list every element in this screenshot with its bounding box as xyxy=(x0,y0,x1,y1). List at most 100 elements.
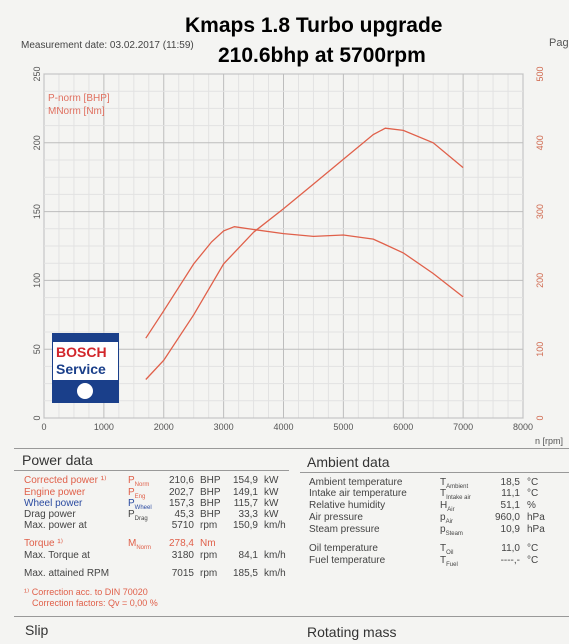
power-row-label: Corrected power ¹⁾ xyxy=(24,475,107,486)
ambient-row-value: 18,5 xyxy=(500,477,520,488)
max-rpm-speed-unit: km/h xyxy=(264,568,286,579)
torque-label: Torque ¹⁾ xyxy=(24,538,64,549)
power-row-value-2: 115,7 xyxy=(233,498,258,509)
ambient-data-heading: Ambient data xyxy=(307,454,390,470)
x-tick-label: 0 xyxy=(41,422,46,432)
y-left-tick-label: 50 xyxy=(32,344,42,354)
ambient-row-label: Oil temperature xyxy=(309,543,378,554)
footnote-factors: Correction factors: Qv = 0,00 % xyxy=(32,598,158,608)
max-torque-rpm: 3180 xyxy=(171,550,194,561)
power-row-label: Engine power xyxy=(24,487,86,498)
ambient-row-value: 10,9 xyxy=(500,524,520,535)
rotating-mass-heading: Rotating mass xyxy=(307,624,397,640)
page-label: Pag xyxy=(549,37,569,49)
ambient-row-value: 11,0 xyxy=(501,543,520,554)
logo-name: BOSCH xyxy=(56,344,107,360)
logo-sub: Service xyxy=(56,361,106,377)
y-left-tick-label: 250 xyxy=(32,66,42,81)
power-curve xyxy=(145,127,464,380)
power-row-unit-2: kW xyxy=(264,475,279,486)
power-row-value-1: 202,7 xyxy=(168,487,194,498)
y-right-axis-ticks: 0 100 200 300 400 500 xyxy=(535,66,545,420)
ambient-row-label: Intake air temperature xyxy=(309,488,407,499)
power-row-unit-1: BHP xyxy=(200,509,221,520)
max-torque-speed: 84,1 xyxy=(238,550,258,561)
ambient-row-label: Fuel temperature xyxy=(309,555,386,566)
x-tick-label: 5000 xyxy=(333,422,353,432)
torque-value: 278,4 xyxy=(168,538,194,549)
max-rpm-label: Max. attained RPM xyxy=(24,568,110,579)
symbol: MNorm xyxy=(128,538,152,551)
power-row-unit-1: BHP xyxy=(200,475,221,486)
power-row-value-1: 45,3 xyxy=(174,509,194,520)
symbol: PWheel xyxy=(128,498,152,511)
ambient-row-value: 960,0 xyxy=(494,512,520,523)
x-tick-label: 6000 xyxy=(393,422,413,432)
symbol: TFuel xyxy=(440,555,458,568)
ambient-row-value: 51,1 xyxy=(500,500,520,511)
y-right-tick-label: 400 xyxy=(535,135,545,150)
y-right-tick-label: 500 xyxy=(535,66,545,81)
ambient-row-unit: °C xyxy=(527,488,539,499)
symbol: PNorm xyxy=(128,475,150,488)
power-row-unit-1: rpm xyxy=(200,520,218,531)
chart-title-line-2: 210.6bhp at 5700rpm xyxy=(218,44,426,67)
torque-curve xyxy=(145,226,464,339)
x-tick-label: 4000 xyxy=(273,422,293,432)
y-left-tick-label: 100 xyxy=(32,273,42,288)
ambient-row-unit: °C xyxy=(527,543,539,554)
ambient-row-label: Relative humidity xyxy=(309,500,386,511)
ambient-row-value: 11,1 xyxy=(501,488,520,499)
power-row-label: Drag power xyxy=(24,509,76,520)
max-torque-rpm-unit: rpm xyxy=(200,550,218,561)
power-row-value-2: 154,9 xyxy=(232,475,258,486)
power-row-unit-2: kW xyxy=(264,498,279,509)
ambient-row-value: ----,- xyxy=(500,555,520,566)
y-right-tick-label: 200 xyxy=(535,273,545,288)
max-torque-label: Max. Torque at xyxy=(24,550,90,561)
x-tick-label: 7000 xyxy=(453,422,473,432)
power-row-unit-2: km/h xyxy=(264,520,286,531)
x-axis-label: n [rpm] xyxy=(535,436,563,446)
chart-title-line-1: Kmaps 1.8 Turbo upgrade xyxy=(185,14,443,37)
footnote-correction: ¹⁾ Correction acc. to DIN 70020 xyxy=(24,587,148,597)
slip-heading: Slip xyxy=(25,622,49,638)
y-left-tick-label: 0 xyxy=(32,415,42,420)
max-rpm-value: 7015 xyxy=(171,568,194,579)
power-row-label: Wheel power xyxy=(24,498,83,509)
y-left-tick-label: 200 xyxy=(32,135,42,150)
ambient-row-unit: hPa xyxy=(527,524,545,535)
symbol: HAir xyxy=(440,500,455,513)
power-row-unit-1: BHP xyxy=(200,487,221,498)
power-row-value-2: 33,3 xyxy=(238,509,258,520)
y-left-tick-label: 150 xyxy=(32,204,42,219)
symbol: pSteam xyxy=(440,524,463,537)
measurement-date: Measurement date: 03.02.2017 (11:59) xyxy=(21,40,194,51)
power-row-value-1: 210,6 xyxy=(168,475,194,486)
power-row-value-1: 5710 xyxy=(171,520,194,531)
chart-legend: P-norm [BHP] MNorm [Nm] xyxy=(48,92,110,118)
power-row-value-2: 150,9 xyxy=(232,520,258,531)
max-torque-speed-unit: km/h xyxy=(264,550,286,561)
ambient-row-unit: % xyxy=(527,500,536,511)
power-row-unit-2: kW xyxy=(264,509,279,520)
power-row-value-1: 157,3 xyxy=(168,498,194,509)
symbol: TAmbient xyxy=(440,477,469,490)
x-tick-label: 1000 xyxy=(94,422,114,432)
symbol: TOil xyxy=(440,543,454,556)
power-data-heading: Power data xyxy=(22,452,93,468)
power-row-unit-1: BHP xyxy=(200,498,221,509)
legend-entry-power: P-norm [BHP] xyxy=(48,93,110,104)
bosch-service-logo: BOSCH Service xyxy=(52,333,119,403)
y-right-tick-label: 300 xyxy=(535,204,545,219)
symbol: PDrag xyxy=(128,509,148,522)
x-axis-ticks: 0 1000 2000 3000 4000 5000 6000 7000 8000 xyxy=(41,422,533,432)
ambient-row-unit: °C xyxy=(527,477,539,488)
symbol: pAir xyxy=(440,512,453,525)
ambient-row-label: Air pressure xyxy=(309,512,363,523)
ambient-row-unit: hPa xyxy=(527,512,545,523)
ambient-row-label: Ambient temperature xyxy=(309,477,403,488)
x-tick-label: 3000 xyxy=(214,422,234,432)
symbol: PEng xyxy=(128,487,146,500)
ambient-row-unit: °C xyxy=(527,555,539,566)
